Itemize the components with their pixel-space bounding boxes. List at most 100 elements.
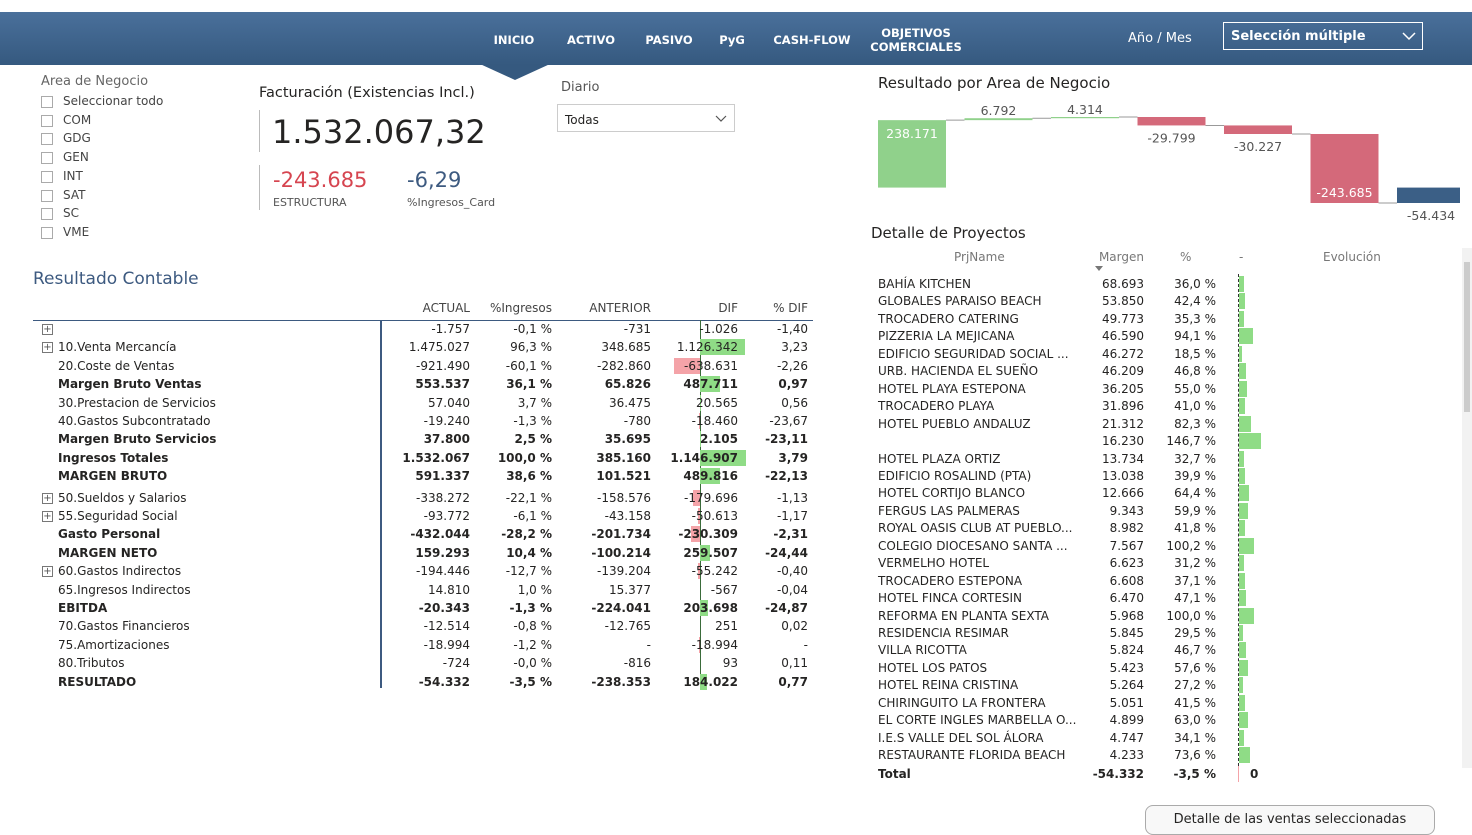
cell: 3,23 — [781, 340, 808, 355]
checkbox[interactable] — [41, 226, 53, 239]
checkbox[interactable] — [41, 189, 53, 202]
cell: 0,02 — [781, 619, 808, 634]
project-pct: 42,4 % — [1174, 294, 1216, 309]
cell: -23,11 — [765, 432, 808, 447]
project-pct: 55,0 % — [1174, 381, 1216, 396]
project-pct: 37,1 % — [1174, 573, 1216, 588]
cell: 203.698 — [683, 601, 738, 615]
checkbox[interactable] — [41, 152, 53, 165]
dif-axis — [700, 320, 701, 688]
row-label: 50.Sueldos y Salarios — [58, 490, 187, 505]
cell: 0,77 — [778, 674, 808, 689]
dif-bar — [700, 449, 746, 466]
cell: 20.565 — [696, 395, 738, 410]
cell: 2.105 — [700, 432, 738, 447]
cell: -1,2 % — [513, 637, 552, 652]
checkbox[interactable] — [41, 114, 53, 127]
nav-item[interactable]: INICIO — [493, 33, 535, 47]
cell: 0,11 — [781, 656, 808, 671]
row-label: MARGEN BRUTO — [58, 469, 168, 484]
nav-item[interactable]: OBJETIVOS COMERCIALES — [870, 26, 962, 54]
project-name: TROCADERO CATERING — [878, 311, 1019, 326]
cell: -100.214 — [591, 545, 651, 560]
cell: 489.816 — [683, 469, 738, 484]
kpi-divider — [259, 110, 260, 152]
expand-icon[interactable]: + — [42, 492, 53, 504]
scroll-thumb[interactable] — [1464, 262, 1470, 412]
dif-bar — [692, 489, 700, 506]
kpi-secondary-value: -243.685 — [273, 168, 368, 192]
row-label: RESULTADO — [58, 674, 137, 689]
expand-icon[interactable]: + — [42, 342, 53, 354]
expand-icon[interactable]: + — [42, 566, 53, 578]
project-pct: 46,7 % — [1174, 643, 1216, 658]
data-label: -54.434 — [1407, 208, 1455, 220]
cell: -1,17 — [776, 509, 808, 523]
row-label: EBITDA — [58, 601, 108, 615]
period-select[interactable]: Selección múltiple — [1223, 22, 1423, 50]
cell: 1.532.067 — [402, 450, 470, 465]
dif-bar — [700, 600, 709, 616]
pct-bar — [1239, 659, 1248, 676]
cell: -731 — [623, 322, 651, 336]
period-label: Año / Mes — [1128, 31, 1192, 46]
expand-icon[interactable]: + — [42, 511, 53, 522]
project-pct: 35,3 % — [1174, 311, 1216, 326]
row-label: 10.Venta Mercancía — [58, 340, 177, 355]
details-button[interactable]: Detalle de las ventas seleccionadas — [1145, 805, 1435, 835]
diario-selected: Todas — [565, 113, 599, 127]
cell: -0,04 — [776, 582, 808, 597]
nav-item[interactable]: PASIVO — [645, 33, 693, 47]
project-name: Total — [878, 767, 911, 781]
cell: -12.514 — [423, 619, 470, 634]
dif-bar — [699, 636, 700, 653]
project-margin: 21.312 — [1102, 416, 1144, 431]
checkbox[interactable] — [41, 96, 53, 108]
cell: -201.734 — [591, 527, 651, 542]
diario-dropdown[interactable]: Todas — [557, 104, 735, 132]
row-label: 20.Coste de Ventas — [58, 358, 175, 373]
column-header: Evolución — [1323, 250, 1381, 264]
nav-item[interactable]: PyG — [719, 33, 745, 47]
project-margin: -54.332 — [1092, 767, 1144, 781]
table-title: Resultado Contable — [33, 269, 199, 289]
dif-bar — [700, 394, 701, 411]
cell: -43.158 — [604, 509, 651, 523]
column-header: ACTUAL — [422, 301, 470, 315]
cell: 65.826 — [604, 377, 651, 392]
project-margin: 13.038 — [1102, 468, 1144, 483]
dif-bar — [700, 468, 720, 485]
nav-item[interactable]: ACTIVO — [567, 33, 615, 47]
expand-icon[interactable]: + — [42, 324, 53, 335]
project-margin: 5.968 — [1109, 608, 1144, 623]
checkbox[interactable] — [41, 208, 53, 221]
column-header: Margen — [1098, 250, 1144, 264]
project-margin: 49.773 — [1102, 311, 1144, 326]
project-pct: 41,5 % — [1174, 695, 1216, 710]
project-name: PIZZERIA LA MEJICANA — [878, 329, 1015, 344]
project-name: VILLA RICOTTA — [878, 643, 967, 658]
project-name: COLEGIO DIOCESANO SANTA ... — [878, 538, 1068, 553]
nav-item[interactable]: CASH-FLOW — [773, 33, 851, 47]
column-header: %Ingresos — [489, 301, 552, 315]
scrollbar[interactable] — [1462, 248, 1472, 768]
project-margin: 6.470 — [1109, 591, 1144, 606]
pct-bar — [1239, 363, 1247, 380]
kpi-divider — [259, 165, 260, 210]
row-label: 65.Ingresos Indirectos — [58, 582, 191, 597]
row-label: Margen Bruto Servicios — [58, 432, 217, 447]
cell: 10,4 % — [506, 545, 552, 560]
project-name: ROYAL OASIS CLUB AT PUEBLO... — [878, 521, 1073, 536]
pct-bar — [1239, 450, 1244, 467]
project-margin: 46.272 — [1102, 346, 1144, 361]
cell: -23,67 — [769, 414, 808, 428]
kpi-secondary-label: %Ingresos_Card — [407, 196, 496, 209]
project-margin: 16.230 — [1102, 434, 1144, 449]
filter-option: INT — [63, 168, 83, 183]
checkbox[interactable] — [41, 133, 53, 146]
project-name: HOTEL PUEBLO ANDALUZ — [878, 416, 1031, 431]
pct-bar — [1239, 520, 1246, 537]
checkbox[interactable] — [41, 170, 53, 183]
project-margin: 4.899 — [1109, 713, 1144, 728]
project-margin: 46.209 — [1102, 364, 1144, 379]
